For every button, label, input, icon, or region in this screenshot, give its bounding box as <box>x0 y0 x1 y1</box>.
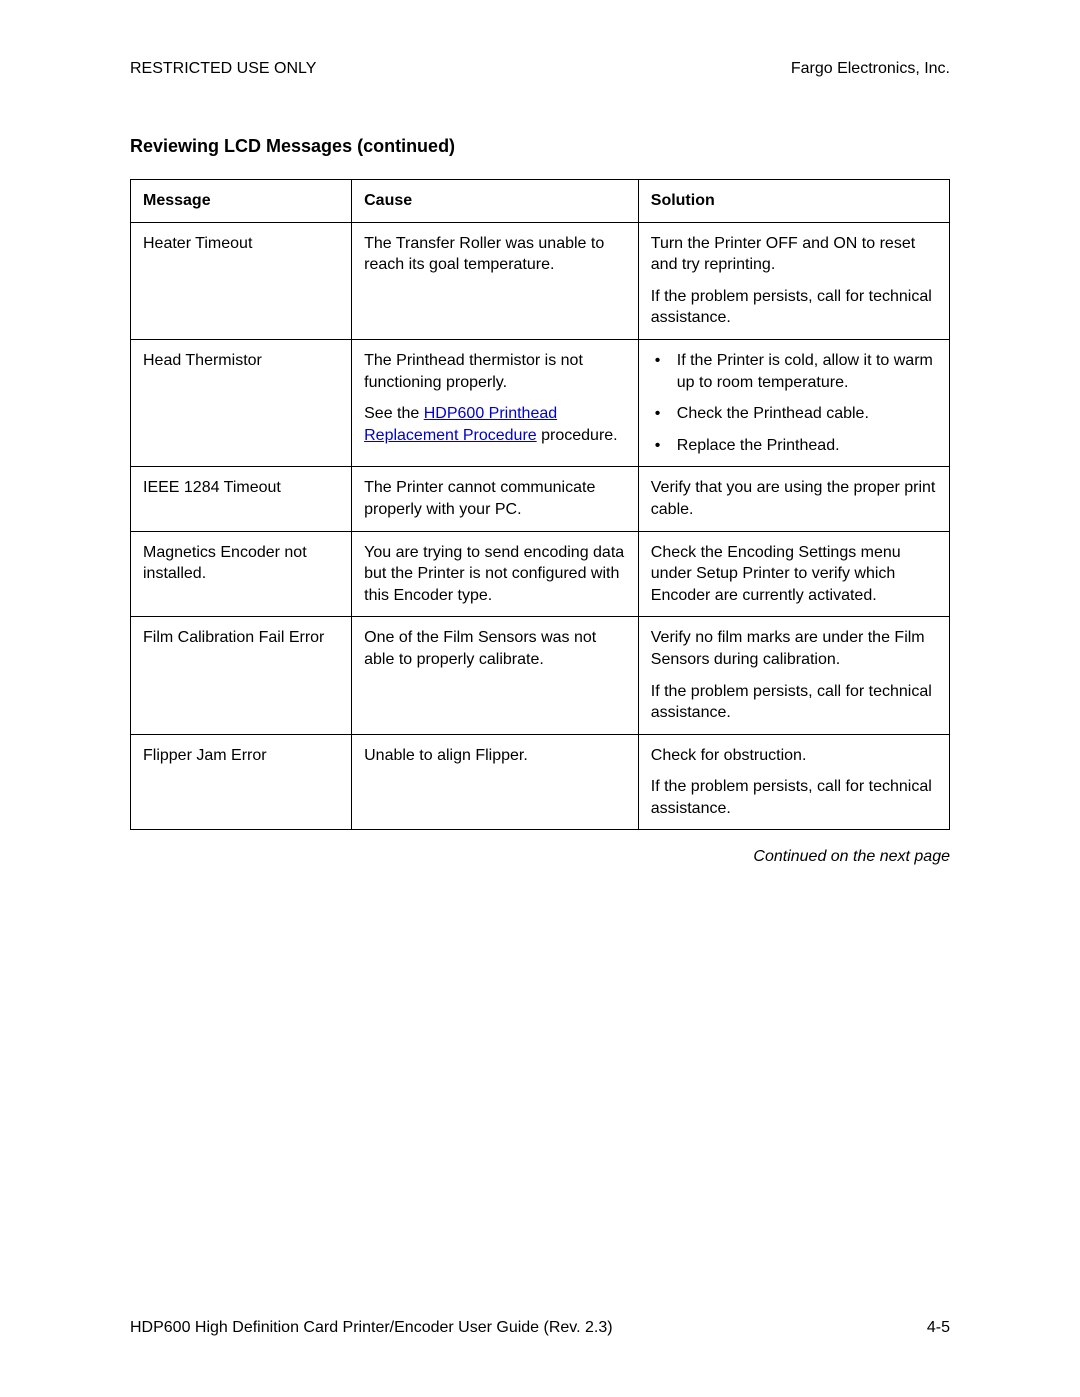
cell-message: Heater Timeout <box>131 222 352 339</box>
continued-note: Continued on the next page <box>130 848 950 866</box>
solution-text: Check for obstruction. <box>651 745 937 767</box>
list-item: If the Printer is cold, allow it to warm… <box>651 350 937 393</box>
table-header-row: Message Cause Solution <box>131 180 950 223</box>
col-header-message: Message <box>131 180 352 223</box>
table-row: Magnetics Encoder not installed. You are… <box>131 531 950 617</box>
cell-message: Magnetics Encoder not installed. <box>131 531 352 617</box>
cell-solution: Check for obstruction. If the problem pe… <box>638 734 949 830</box>
solution-text: Turn the Printer OFF and ON to reset and… <box>651 233 937 276</box>
cause-text: Unable to align Flipper. <box>364 745 626 767</box>
cell-message: Film Calibration Fail Error <box>131 617 352 734</box>
section-title: Reviewing LCD Messages (continued) <box>130 136 950 157</box>
cell-message: Head Thermistor <box>131 339 352 466</box>
table-row: Heater Timeout The Transfer Roller was u… <box>131 222 950 339</box>
col-header-cause: Cause <box>352 180 639 223</box>
cell-cause: You are trying to send encoding data but… <box>352 531 639 617</box>
page-header: RESTRICTED USE ONLY Fargo Electronics, I… <box>130 60 950 78</box>
cause-text-post: procedure. <box>537 427 618 444</box>
cell-cause: The Printer cannot communicate properly … <box>352 467 639 531</box>
solution-text: If the problem persists, call for techni… <box>651 681 937 724</box>
cause-text: One of the Film Sensors was not able to … <box>364 627 626 670</box>
lcd-messages-table: Message Cause Solution Heater Timeout Th… <box>130 179 950 830</box>
cause-text: The Transfer Roller was unable to reach … <box>364 233 626 276</box>
page-footer: HDP600 High Definition Card Printer/Enco… <box>130 1319 950 1337</box>
cell-cause: One of the Film Sensors was not able to … <box>352 617 639 734</box>
cell-solution: If the Printer is cold, allow it to warm… <box>638 339 949 466</box>
table-row: Head Thermistor The Printhead thermistor… <box>131 339 950 466</box>
col-header-solution: Solution <box>638 180 949 223</box>
table-row: Film Calibration Fail Error One of the F… <box>131 617 950 734</box>
solution-text: Verify that you are using the proper pri… <box>651 477 937 520</box>
header-left: RESTRICTED USE ONLY <box>130 60 316 78</box>
cause-text-pre: See the <box>364 405 424 422</box>
footer-left: HDP600 High Definition Card Printer/Enco… <box>130 1319 613 1337</box>
cell-solution: Verify that you are using the proper pri… <box>638 467 949 531</box>
cell-solution: Check the Encoding Settings menu under S… <box>638 531 949 617</box>
cell-message: Flipper Jam Error <box>131 734 352 830</box>
solution-list: If the Printer is cold, allow it to warm… <box>651 350 937 456</box>
solution-text: If the problem persists, call for techni… <box>651 286 937 329</box>
cell-solution: Turn the Printer OFF and ON to reset and… <box>638 222 949 339</box>
cause-text: You are trying to send encoding data but… <box>364 542 626 607</box>
cell-cause: Unable to align Flipper. <box>352 734 639 830</box>
cause-text: The Printhead thermistor is not function… <box>364 350 626 393</box>
header-right: Fargo Electronics, Inc. <box>791 60 950 78</box>
solution-text: Verify no film marks are under the Film … <box>651 627 937 670</box>
list-item: Replace the Printhead. <box>651 435 937 457</box>
footer-right: 4-5 <box>927 1319 950 1337</box>
solution-text: Check the Encoding Settings menu under S… <box>651 542 937 607</box>
cell-cause: The Printhead thermistor is not function… <box>352 339 639 466</box>
list-item: Check the Printhead cable. <box>651 403 937 425</box>
cell-cause: The Transfer Roller was unable to reach … <box>352 222 639 339</box>
cell-message: IEEE 1284 Timeout <box>131 467 352 531</box>
cell-solution: Verify no film marks are under the Film … <box>638 617 949 734</box>
table-row: IEEE 1284 Timeout The Printer cannot com… <box>131 467 950 531</box>
cause-text: The Printer cannot communicate properly … <box>364 477 626 520</box>
solution-text: If the problem persists, call for techni… <box>651 776 937 819</box>
cause-text-with-link: See the HDP600 Printhead Replacement Pro… <box>364 403 626 446</box>
table-row: Flipper Jam Error Unable to align Flippe… <box>131 734 950 830</box>
